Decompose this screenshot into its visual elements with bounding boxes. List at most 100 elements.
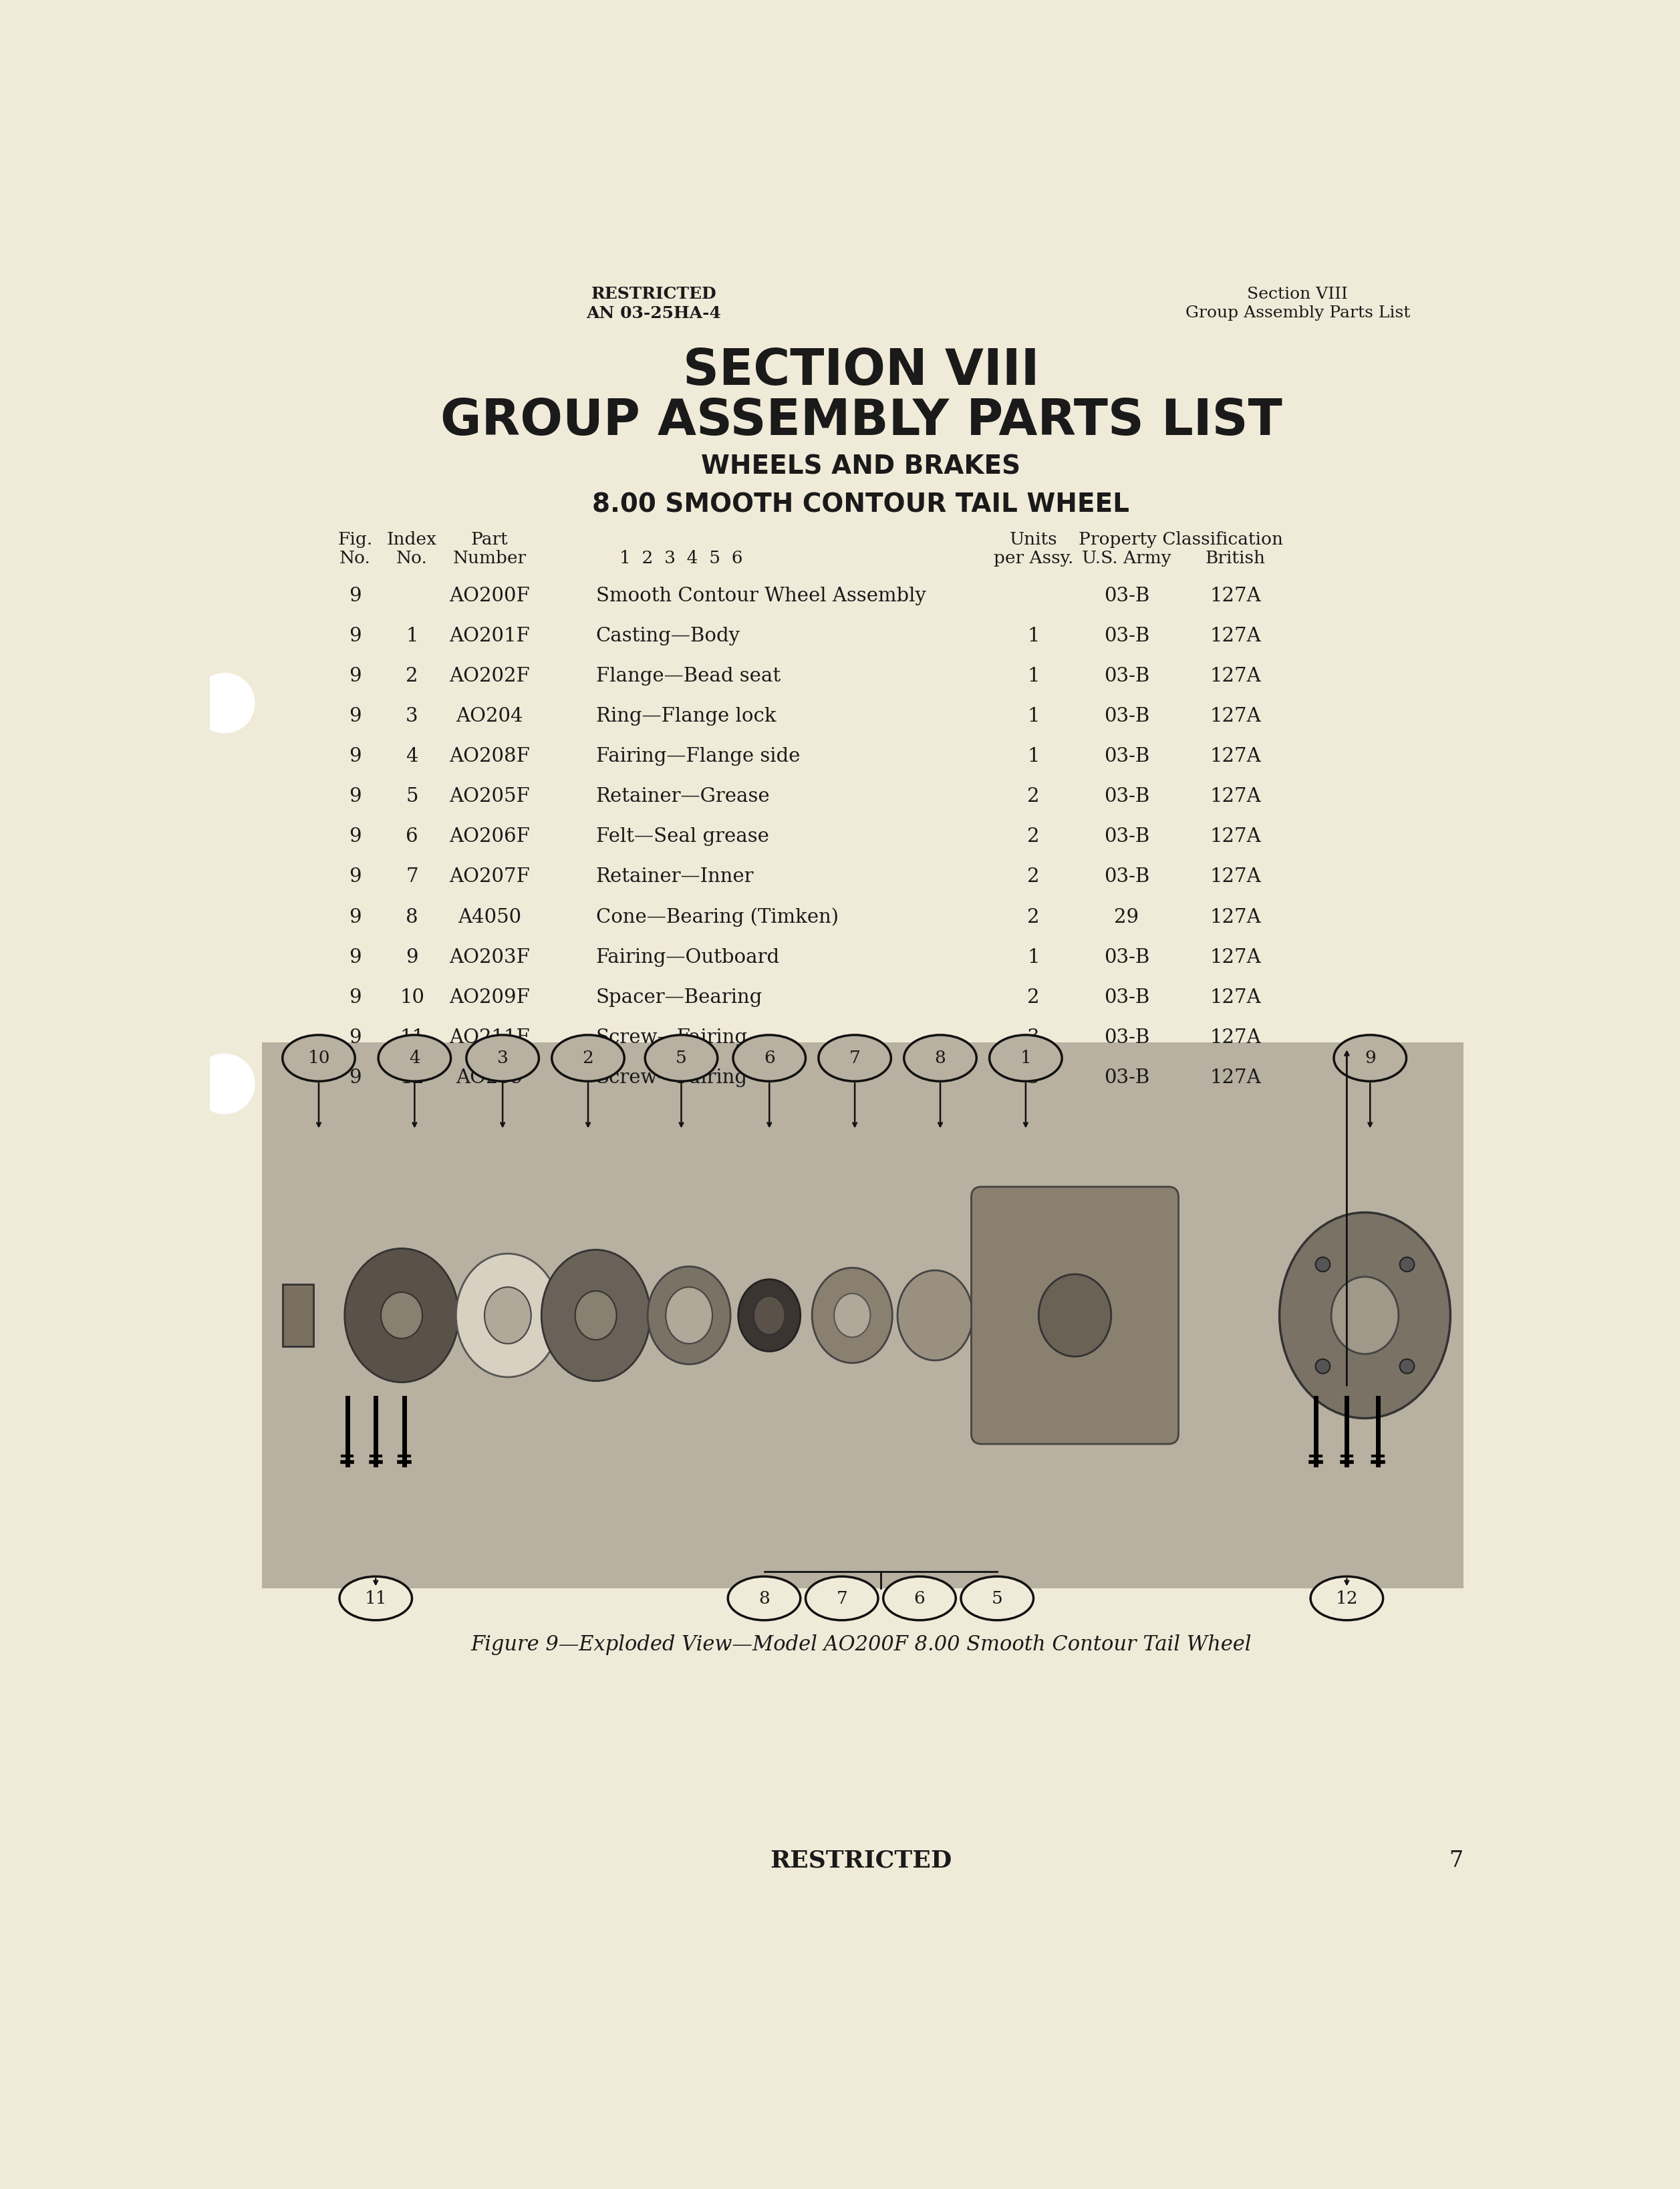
Text: AO209: AO209 [455, 1068, 522, 1088]
Text: Casting—Body: Casting—Body [596, 626, 741, 646]
Ellipse shape [551, 1035, 625, 1081]
Text: 1: 1 [1026, 707, 1040, 727]
Ellipse shape [1038, 1274, 1110, 1357]
Text: 1: 1 [407, 626, 418, 646]
Text: 9: 9 [349, 746, 361, 766]
Text: 9: 9 [349, 987, 361, 1007]
Text: 1: 1 [1026, 746, 1040, 766]
Text: 03-B: 03-B [1104, 1029, 1149, 1046]
Text: 6: 6 [914, 1589, 926, 1607]
Text: 2: 2 [407, 668, 418, 685]
Text: AO211F: AO211F [449, 1029, 529, 1046]
Text: 10: 10 [400, 987, 425, 1007]
Text: No.: No. [396, 549, 428, 567]
Text: AO204: AO204 [455, 707, 522, 727]
Ellipse shape [455, 1254, 559, 1377]
Text: 1: 1 [1026, 948, 1040, 968]
Ellipse shape [647, 1267, 731, 1364]
Text: 1  2  3  4  5  6: 1 2 3 4 5 6 [620, 549, 743, 567]
Text: 2: 2 [583, 1051, 593, 1066]
Text: 127A: 127A [1210, 788, 1262, 806]
Ellipse shape [884, 1576, 956, 1620]
Ellipse shape [727, 1576, 800, 1620]
Text: 127A: 127A [1210, 1029, 1262, 1046]
Text: 9: 9 [349, 626, 361, 646]
Text: 7: 7 [837, 1589, 847, 1607]
Text: 03-B: 03-B [1104, 1068, 1149, 1088]
Ellipse shape [961, 1576, 1033, 1620]
Text: 9: 9 [349, 948, 361, 968]
Ellipse shape [645, 1035, 717, 1081]
Circle shape [1315, 1359, 1331, 1373]
Circle shape [1315, 1256, 1331, 1272]
Text: 7: 7 [848, 1051, 860, 1066]
Text: 5: 5 [675, 1051, 687, 1066]
Text: RESTRICTED: RESTRICTED [769, 1850, 953, 1872]
Text: 03-B: 03-B [1104, 746, 1149, 766]
Ellipse shape [1310, 1576, 1383, 1620]
Text: 127A: 127A [1210, 707, 1262, 727]
Ellipse shape [282, 1035, 354, 1081]
Bar [282, 1285, 314, 1346]
Text: Figure 9—Exploded View—Model AO200F 8.00 Smooth Contour Tail Wheel: Figure 9—Exploded View—Model AO200F 8.00… [470, 1635, 1252, 1655]
Text: 03-B: 03-B [1104, 626, 1149, 646]
Text: 1: 1 [1026, 626, 1040, 646]
Text: 03-B: 03-B [1104, 587, 1149, 606]
Text: AO201F: AO201F [449, 626, 529, 646]
Text: 11: 11 [365, 1589, 386, 1607]
Bar [262, 1042, 1463, 1587]
Text: 2: 2 [1026, 827, 1040, 847]
Text: British: British [1205, 549, 1265, 567]
Text: Fairing—Outboard: Fairing—Outboard [596, 948, 780, 968]
Text: 127A: 127A [1210, 626, 1262, 646]
Text: Fairing—Flange side: Fairing—Flange side [596, 746, 800, 766]
Text: 8: 8 [934, 1051, 946, 1066]
Ellipse shape [378, 1035, 450, 1081]
Text: Retainer—Inner: Retainer—Inner [596, 867, 754, 887]
Text: AO208F: AO208F [449, 746, 531, 766]
Ellipse shape [833, 1294, 870, 1337]
Ellipse shape [339, 1576, 412, 1620]
Text: 9: 9 [349, 788, 361, 806]
Ellipse shape [467, 1035, 539, 1081]
Text: per Assy.: per Assy. [993, 549, 1074, 567]
Text: 3: 3 [1026, 1068, 1040, 1088]
Text: Number: Number [454, 549, 526, 567]
Text: AO207F: AO207F [449, 867, 531, 887]
Text: Fig.: Fig. [338, 532, 373, 547]
Ellipse shape [1280, 1213, 1450, 1418]
Text: 127A: 127A [1210, 908, 1262, 926]
Text: Flange—Bead seat: Flange—Bead seat [596, 668, 780, 685]
Text: 5: 5 [407, 788, 418, 806]
Text: 7: 7 [1450, 1850, 1463, 1872]
Text: SECTION VIII: SECTION VIII [682, 346, 1040, 396]
Text: 2: 2 [1026, 788, 1040, 806]
Text: 9: 9 [349, 1029, 361, 1046]
Text: 5: 5 [991, 1589, 1003, 1607]
Text: Ring—Flange lock: Ring—Flange lock [596, 707, 776, 727]
Text: Screw—Fairing: Screw—Fairing [596, 1029, 748, 1046]
Text: 6: 6 [764, 1051, 774, 1066]
Text: 8: 8 [407, 908, 418, 926]
Circle shape [1399, 1359, 1415, 1373]
Text: Section VIII: Section VIII [1247, 287, 1347, 302]
Ellipse shape [665, 1287, 712, 1344]
Text: 127A: 127A [1210, 668, 1262, 685]
Ellipse shape [381, 1292, 422, 1337]
Ellipse shape [738, 1278, 800, 1351]
Text: 9: 9 [349, 707, 361, 727]
Text: 127A: 127A [1210, 987, 1262, 1007]
Text: 4: 4 [408, 1051, 420, 1066]
Text: WHEELS AND BRAKES: WHEELS AND BRAKES [701, 453, 1021, 479]
Text: Units: Units [1010, 532, 1057, 547]
Text: 03-B: 03-B [1104, 668, 1149, 685]
Circle shape [195, 674, 255, 733]
Text: 2: 2 [1026, 908, 1040, 926]
Text: 12: 12 [1336, 1589, 1357, 1607]
Text: Group Assembly Parts List: Group Assembly Parts List [1184, 306, 1410, 322]
Ellipse shape [806, 1576, 879, 1620]
Text: 03-B: 03-B [1104, 788, 1149, 806]
Text: Felt—Seal grease: Felt—Seal grease [596, 827, 769, 847]
Text: 9: 9 [349, 587, 361, 606]
Ellipse shape [818, 1035, 890, 1081]
